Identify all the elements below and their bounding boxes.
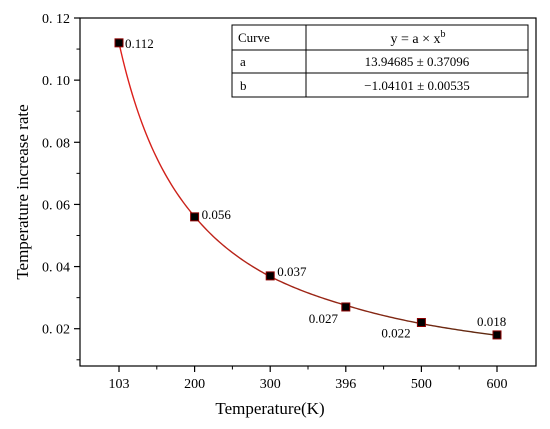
fit-equation-exponent: b (441, 29, 446, 40)
data-point-103 (114, 38, 124, 48)
fit-table-row-a-value: 13.94685 ± 0.37096 (365, 54, 470, 69)
data-point-600 (492, 330, 502, 340)
fit-table-row-b-label: b (240, 78, 247, 93)
data-point-200 (190, 212, 200, 222)
x-tick-label-396: 396 (335, 377, 356, 392)
y-tick-label: 0. 02 (42, 323, 70, 338)
x-tick-label-600: 600 (487, 377, 508, 392)
fit-curve (118, 42, 498, 336)
y-tick-label: 0. 10 (42, 74, 70, 89)
x-tick-label-500: 500 (411, 377, 432, 392)
fit-table-header-curve: Curve (238, 30, 270, 45)
data-point-300 (265, 271, 275, 281)
y-tick-label: 0. 08 (42, 136, 70, 151)
x-tick-label-103: 103 (109, 377, 130, 392)
x-axis-ticks: 103 200 300 396 500 600 (109, 366, 508, 392)
data-points (114, 38, 502, 340)
x-tick-label-300: 300 (260, 377, 281, 392)
fit-equation-base: y = a × x (390, 32, 440, 47)
fit-table-header-equation: y = a × xb (390, 29, 445, 47)
data-label-500: 0.022 (381, 326, 410, 341)
y-tick-label: 0. 12 (42, 12, 70, 27)
data-label-200: 0.056 (202, 207, 232, 222)
data-labels: 0.112 0.056 0.037 0.027 0.022 0.018 (125, 36, 506, 341)
fit-table-row-a-label: a (240, 54, 246, 69)
y-axis-ticks: 0. 12 0. 10 0. 08 0. 06 0. 04 0. 02 (42, 12, 80, 361)
fit-parameter-table: Curve y = a × xb a 13.94685 ± 0.37096 b … (231, 24, 529, 98)
data-point-500 (416, 318, 426, 327)
data-label-396: 0.027 (309, 311, 339, 326)
data-point-396 (341, 302, 351, 312)
fit-table-row-b-value: −1.04101 ± 0.00535 (364, 78, 469, 93)
y-axis-title: Temperature increase rate (13, 104, 32, 279)
plot-area: 103 200 300 396 500 600 0. 120. 100. 080. 060… (42, 12, 537, 392)
data-label-103: 0.112 (125, 36, 154, 51)
data-label-600: 0.018 (477, 314, 506, 329)
y-tick-label: 0. 04 (42, 261, 70, 276)
y-tick-label: 0. 06 (42, 198, 70, 213)
data-label-300: 0.037 (277, 264, 307, 279)
x-axis-title: Temperature(K) (215, 399, 324, 418)
x-tick-label-200: 200 (184, 377, 205, 392)
